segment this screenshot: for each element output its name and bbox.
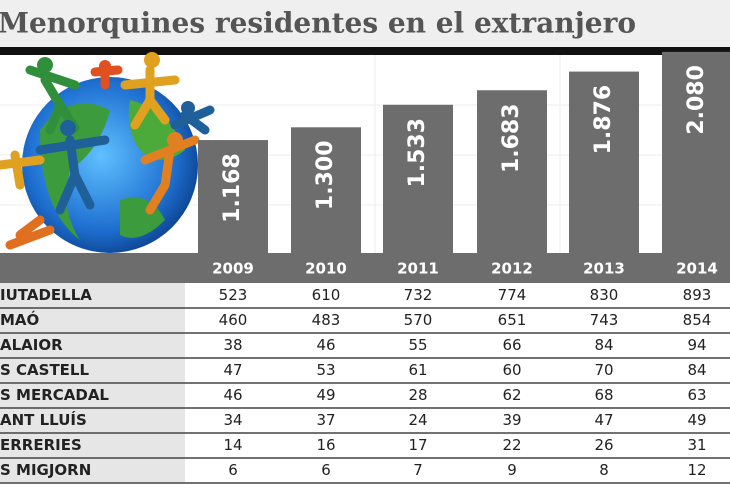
- cell-value: 460: [219, 311, 248, 329]
- year-header: 2013: [583, 260, 625, 278]
- cell-value: 31: [687, 436, 706, 454]
- cell-value: 483: [312, 311, 341, 329]
- cell-value: 62: [502, 386, 521, 404]
- globe-illustration: [0, 52, 215, 253]
- bar-value-label: 1.168: [220, 153, 245, 223]
- row-label: ERRERIES: [0, 436, 82, 454]
- bar-value-label: 1.300: [313, 140, 338, 210]
- cell-value: 854: [683, 311, 712, 329]
- row-label: ALAIOR: [0, 336, 63, 354]
- year-header: 2014: [676, 260, 718, 278]
- cell-value: 53: [316, 361, 335, 379]
- bar-value-label: 1.683: [499, 103, 524, 173]
- bar: [383, 104, 453, 253]
- bar: [291, 127, 361, 253]
- bar-value-label: 2.080: [684, 65, 709, 135]
- cell-value: 39: [502, 411, 521, 429]
- row-label: S CASTELL: [0, 361, 89, 379]
- cell-value: 47: [594, 411, 613, 429]
- cell-value: 7: [413, 461, 423, 479]
- bar: [662, 51, 730, 253]
- bar: [198, 140, 268, 253]
- cell-value: 16: [316, 436, 335, 454]
- cell-value: 12: [687, 461, 706, 479]
- cell-value: 893: [683, 286, 712, 304]
- cell-value: 66: [502, 336, 521, 354]
- cell-value: 774: [498, 286, 527, 304]
- cell-value: 9: [507, 461, 517, 479]
- cell-value: 523: [219, 286, 248, 304]
- cell-value: 6: [321, 461, 331, 479]
- cell-value: 94: [687, 336, 706, 354]
- year-header-band: [0, 253, 730, 283]
- year-header: 2009: [212, 260, 254, 278]
- bar-value-label: 1.876: [591, 85, 616, 155]
- cell-value: 28: [408, 386, 427, 404]
- cell-value: 46: [223, 386, 242, 404]
- row-label: S MIGJORN: [0, 461, 91, 479]
- cell-value: 37: [316, 411, 335, 429]
- year-header: 2010: [305, 260, 347, 278]
- row-label: IUTADELLA: [0, 286, 92, 304]
- year-header: 2012: [491, 260, 533, 278]
- row-label: S MERCADAL: [0, 386, 109, 404]
- row-label: ANT LLUÍS: [0, 410, 87, 429]
- bar: [569, 71, 639, 254]
- cell-value: 60: [502, 361, 521, 379]
- cell-value: 743: [590, 311, 619, 329]
- cell-value: 49: [316, 386, 335, 404]
- cell-value: 22: [502, 436, 521, 454]
- row-label: MAÓ: [0, 310, 39, 329]
- title-rule: [0, 47, 730, 55]
- cell-value: 84: [687, 361, 706, 379]
- cell-value: 732: [404, 286, 433, 304]
- cell-value: 47: [223, 361, 242, 379]
- cell-value: 84: [594, 336, 613, 354]
- cell-value: 46: [316, 336, 335, 354]
- cell-value: 570: [404, 311, 433, 329]
- cell-value: 55: [408, 336, 427, 354]
- cell-value: 17: [408, 436, 427, 454]
- cell-value: 63: [687, 386, 706, 404]
- bar: [477, 90, 547, 253]
- cell-value: 24: [408, 411, 427, 429]
- cell-value: 68: [594, 386, 613, 404]
- cell-value: 70: [594, 361, 613, 379]
- cell-value: 651: [498, 311, 527, 329]
- chart-title: Menorquines residentes en el extranjero: [0, 7, 636, 40]
- cell-value: 49: [687, 411, 706, 429]
- year-header: 2011: [397, 260, 439, 278]
- cell-value: 610: [312, 286, 341, 304]
- cell-value: 14: [223, 436, 242, 454]
- cell-value: 8: [599, 461, 609, 479]
- bar-value-label: 1.533: [405, 118, 430, 188]
- cell-value: 830: [590, 286, 619, 304]
- cell-value: 6: [228, 461, 238, 479]
- cell-value: 61: [408, 361, 427, 379]
- cell-value: 26: [594, 436, 613, 454]
- cell-value: 38: [223, 336, 242, 354]
- cell-value: 34: [223, 411, 242, 429]
- title-band: [0, 0, 730, 48]
